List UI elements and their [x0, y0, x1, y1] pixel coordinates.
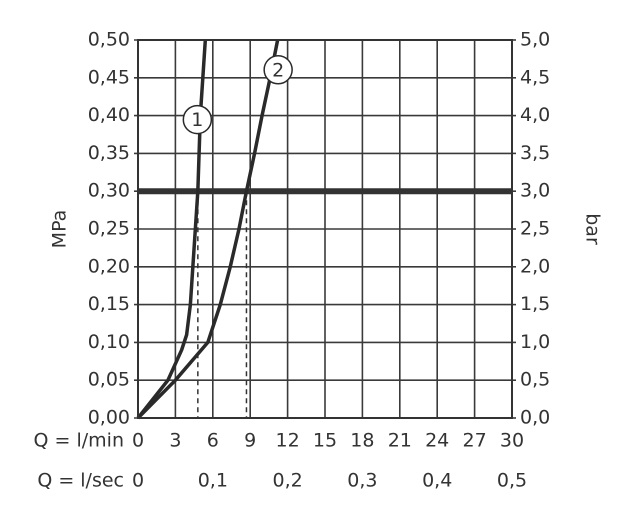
plot-frame	[137, 39, 513, 419]
x-tick-label: 21	[388, 430, 412, 452]
x2-tick-label: 0,4	[422, 470, 452, 492]
y2-tick-label: 4,0	[520, 104, 550, 126]
y-tick-label: 0,50	[88, 29, 130, 51]
y2-axis-label: bar	[582, 213, 604, 245]
x2-tick-label: 0,1	[198, 470, 228, 492]
y-tick-label: 0,15	[88, 293, 130, 315]
y-tick-label: 0,20	[88, 255, 130, 277]
curve	[136, 39, 208, 420]
x-tick-label: 30	[500, 430, 524, 452]
y-tick-label: 0,45	[88, 66, 130, 88]
y2-tick-label: 0,0	[520, 407, 550, 429]
x-tick-label: 6	[207, 430, 219, 452]
x-tick-label: 0	[132, 430, 144, 452]
y-axis-label: MPa	[49, 210, 71, 249]
y-tick-label: 0,40	[88, 104, 130, 126]
y2-tick-label: 2,5	[520, 218, 550, 240]
y2-tick-label: 4,5	[520, 66, 550, 88]
x-tick-label: 18	[350, 430, 374, 452]
x-tick-label: 27	[463, 430, 487, 452]
y2-tick-label: 3,0	[520, 180, 550, 202]
curve-label: 2	[272, 59, 284, 81]
y-tick-label: 0,30	[88, 180, 130, 202]
x2-tick-label: 0,2	[272, 470, 302, 492]
curve-label-circle	[182, 104, 213, 135]
y2-tick-label: 5,0	[520, 29, 550, 51]
x-tick-label: 24	[425, 430, 449, 452]
curve	[136, 39, 280, 420]
x-tick-label: 15	[313, 430, 337, 452]
x2-tick-label: 0	[132, 470, 144, 492]
x-tick-label: 12	[276, 430, 300, 452]
x2-tick-label: 0,5	[497, 470, 527, 492]
y2-tick-label: 3,5	[520, 142, 550, 164]
y2-tick-label: 1,0	[520, 331, 550, 353]
y-tick-label: 0,00	[88, 407, 130, 429]
x2-tick-label: 0,3	[347, 470, 377, 492]
curve-label-circle	[263, 55, 293, 85]
y-tick-label: 0,35	[88, 142, 130, 164]
y2-tick-label: 2,0	[520, 255, 550, 277]
y-tick-label: 0,05	[88, 369, 130, 391]
x-axis-label: Q = l/min	[34, 430, 124, 452]
x-tick-label: 3	[169, 430, 181, 452]
curve-label: 1	[191, 109, 203, 131]
x2-axis-label: Q = l/sec	[37, 470, 124, 492]
x-tick-label: 9	[244, 430, 256, 452]
y-tick-label: 0,25	[88, 218, 130, 240]
y-tick-label: 0,10	[88, 331, 130, 353]
y2-tick-label: 1,5	[520, 293, 550, 315]
y2-tick-label: 0,5	[520, 369, 550, 391]
